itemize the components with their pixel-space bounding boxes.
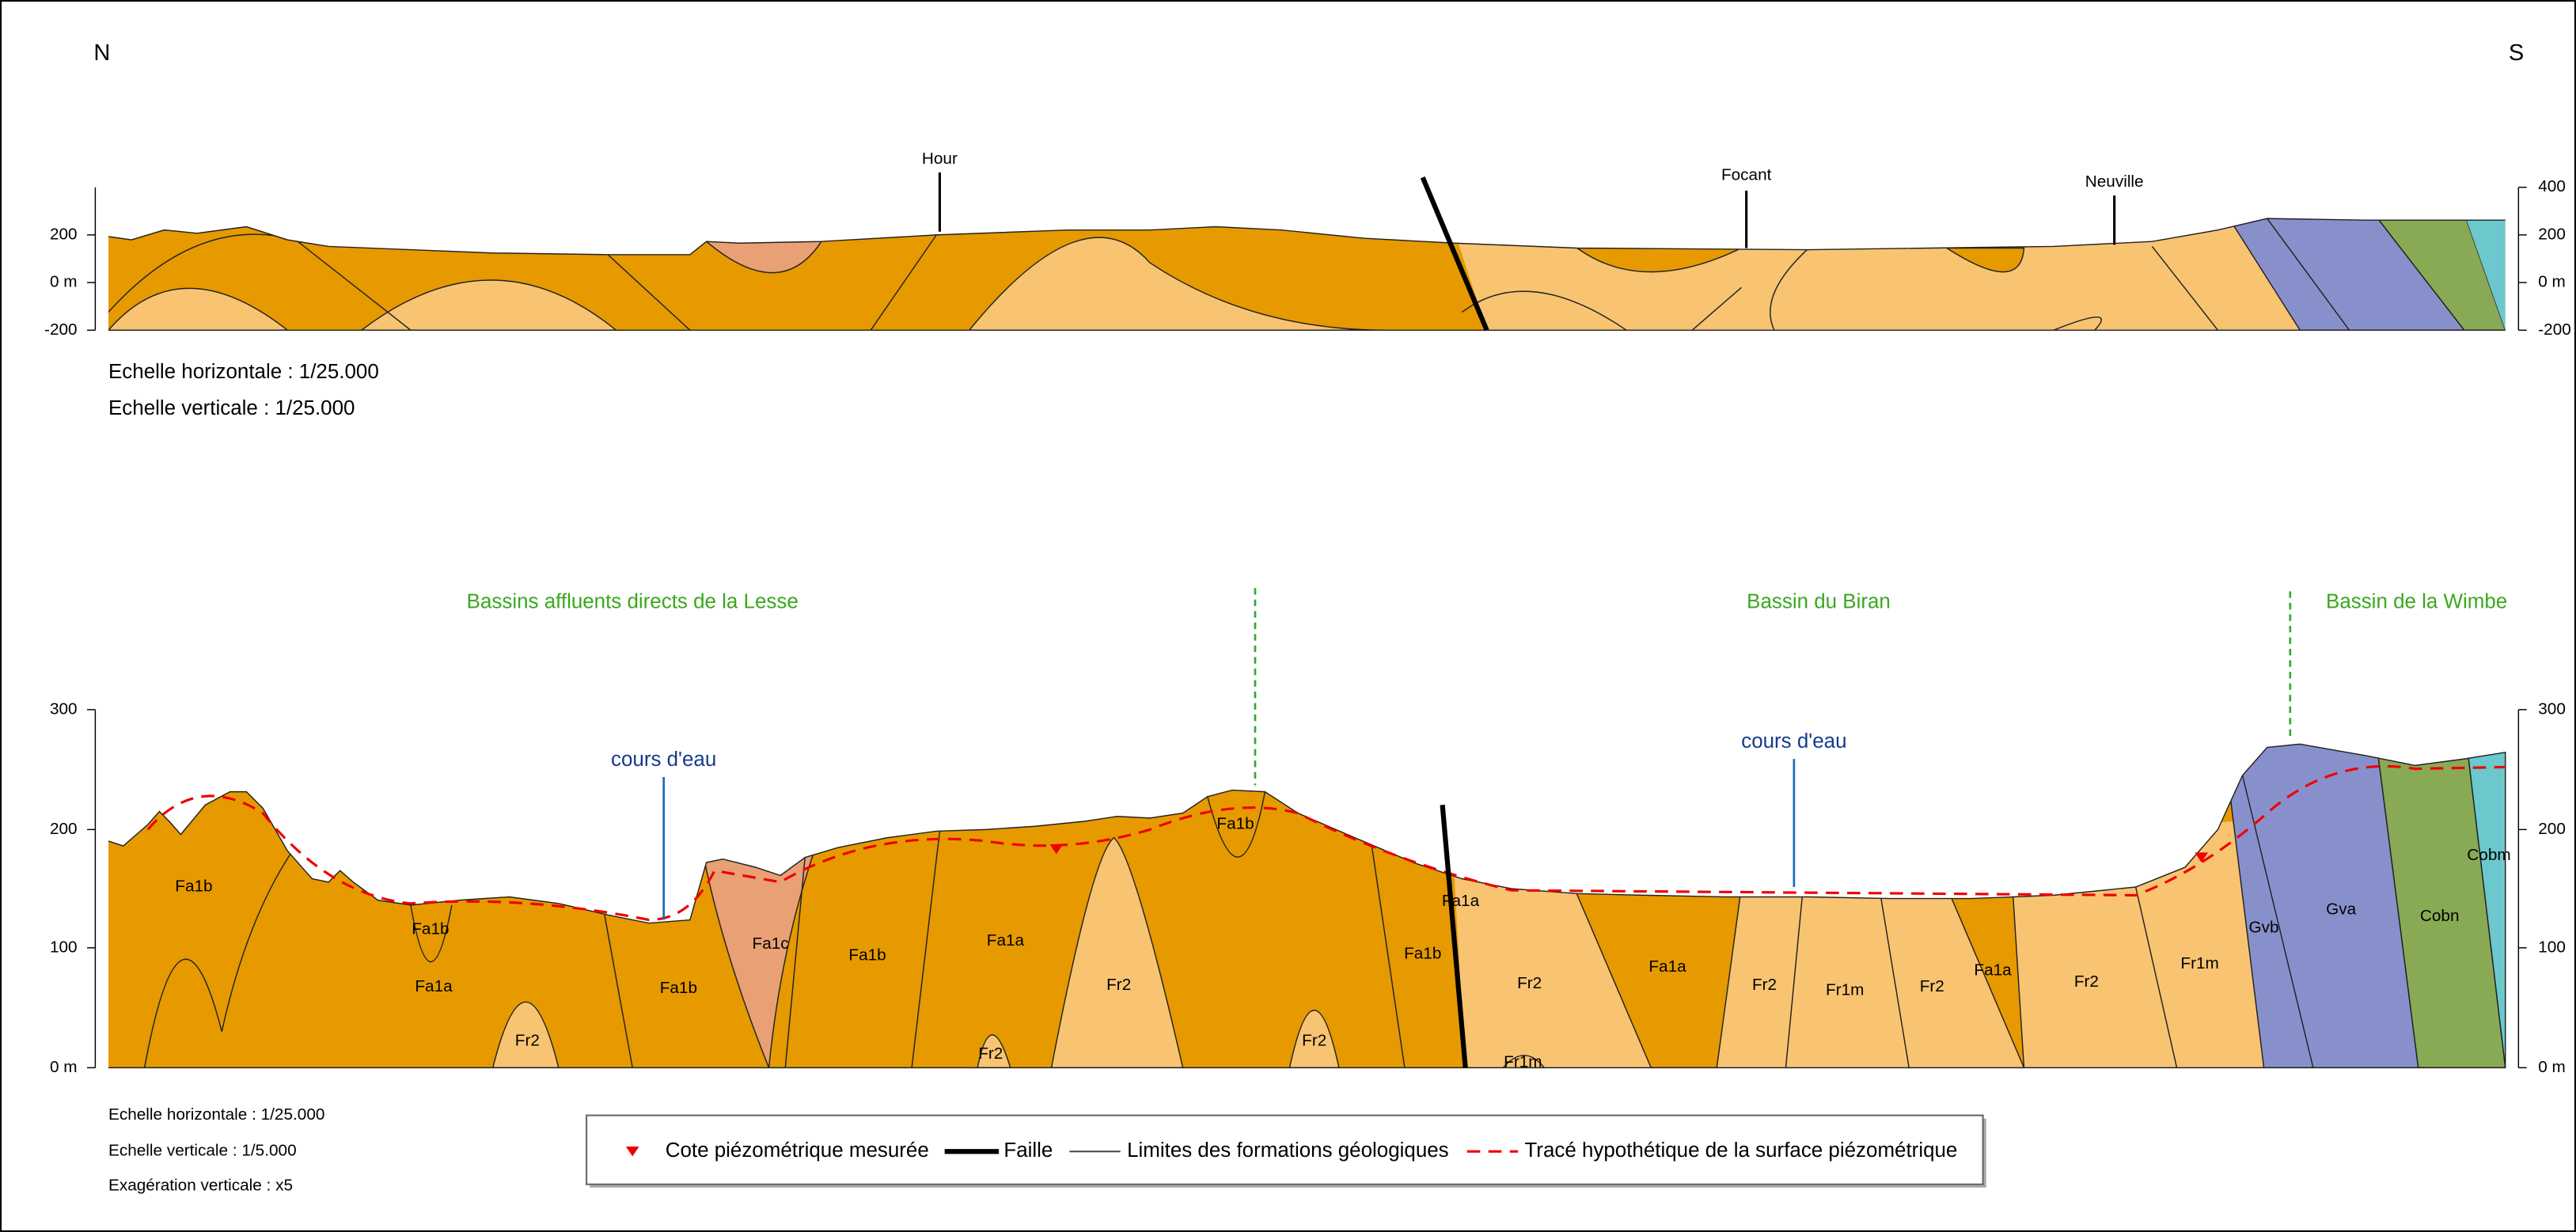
tick-label: 100 <box>2538 938 2566 956</box>
tick-label: -200 <box>2538 320 2571 339</box>
scale-text: Echelle horizontale : 1/25.000 <box>108 361 379 383</box>
formation-label: Fa1a <box>1974 961 2012 979</box>
formation-label: Cobm <box>2467 846 2510 864</box>
fault <box>1440 804 1468 1068</box>
formation-label: Fa1b <box>848 946 886 965</box>
tick-label: 200 <box>50 820 78 838</box>
north-label: N <box>93 40 110 66</box>
tick-label: 100 <box>50 938 78 956</box>
tick-label: 300 <box>50 699 78 718</box>
legend-label: Limites des formations géologiques <box>1127 1139 1449 1162</box>
top-surface <box>108 218 2506 256</box>
formation-label: Fr1m <box>2180 954 2218 972</box>
legend-label: Cote piézométrique mesurée <box>666 1139 929 1162</box>
formation-label: Fr2 <box>1517 974 1542 992</box>
scale-text: Echelle verticale : 1/25.000 <box>108 397 355 419</box>
tick-label: 0 m <box>50 1058 78 1076</box>
tick-label: 200 <box>50 225 78 243</box>
south-label: S <box>2509 40 2524 66</box>
tick-label: 0 m <box>2538 273 2566 291</box>
tick-label: 200 <box>2538 225 2566 243</box>
bottom-surface <box>108 743 2506 1069</box>
legend-label: Faille <box>1003 1139 1053 1162</box>
axis <box>94 709 2520 1068</box>
basin-divide <box>1254 588 2292 786</box>
place-label: Focant <box>1721 166 1772 184</box>
bottom-geology <box>108 744 2506 1068</box>
legend-symbol <box>625 1147 639 1157</box>
scale-text: Echelle horizontale : 1/25.000 <box>108 1105 324 1124</box>
formation-label: Fa1a <box>1648 957 1686 976</box>
formation-label: Gvb <box>2249 918 2279 936</box>
formation-label: Fa1b <box>175 878 212 896</box>
scale-text: Echelle verticale : 1/5.000 <box>108 1142 297 1160</box>
formation-label: Fr2 <box>1106 976 1131 994</box>
river-label: cours d'eau <box>1741 730 1846 752</box>
scale-text: Exagération verticale : x5 <box>108 1176 293 1194</box>
legend-label: Tracé hypothétique de la surface piézomé… <box>1524 1139 1957 1162</box>
formation-label: Fr1m <box>1504 1053 1542 1071</box>
basin-label: Bassins affluents directs de la Lesse <box>467 591 799 613</box>
axis <box>94 187 2520 331</box>
place-label: Hour <box>922 150 958 168</box>
formation-label: Fa1a <box>987 931 1025 950</box>
place-label: Neuville <box>2085 172 2144 191</box>
tick-label: 200 <box>2538 820 2566 838</box>
formation-label: Fr2 <box>1920 977 1944 995</box>
formation-label: Fr1m <box>1826 980 1864 999</box>
formation-label: Fr2 <box>978 1044 1003 1063</box>
formation-label: Fr2 <box>515 1032 540 1050</box>
legend <box>586 1114 1984 1185</box>
basin-label: Bassin de la Wimbe <box>2326 591 2507 613</box>
river-label: cours d'eau <box>611 749 716 771</box>
piezometric-line <box>146 764 2506 922</box>
formation-label: Fa1b <box>660 979 697 997</box>
formation-label: Fr2 <box>1752 976 1777 994</box>
fault <box>1420 176 1489 332</box>
formation-label: Gva <box>2326 900 2357 919</box>
formation-label: Fr2 <box>2074 972 2099 991</box>
tick-label: 0 m <box>50 273 78 291</box>
formation-label: Cobn <box>2420 907 2460 925</box>
formation-label: Fa1b <box>412 919 449 938</box>
river-marker <box>662 759 1796 920</box>
tick-label: 400 <box>2538 177 2566 195</box>
tick-label: -200 <box>44 320 78 339</box>
formation-label: Fa1a <box>415 977 453 995</box>
basin-label: Bassin du Biran <box>1747 591 1891 613</box>
tick-label: 300 <box>2538 699 2566 718</box>
formation-label: Fa1b <box>1404 945 1441 963</box>
formation-label: Fa1a <box>1442 892 1480 910</box>
formation-label: Fa1b <box>1216 815 1254 833</box>
formation-label: Fr2 <box>1302 1032 1326 1050</box>
formation-label: Fa1c <box>753 934 789 953</box>
tick-label: 0 m <box>2538 1058 2566 1076</box>
top-geology <box>108 218 2506 331</box>
